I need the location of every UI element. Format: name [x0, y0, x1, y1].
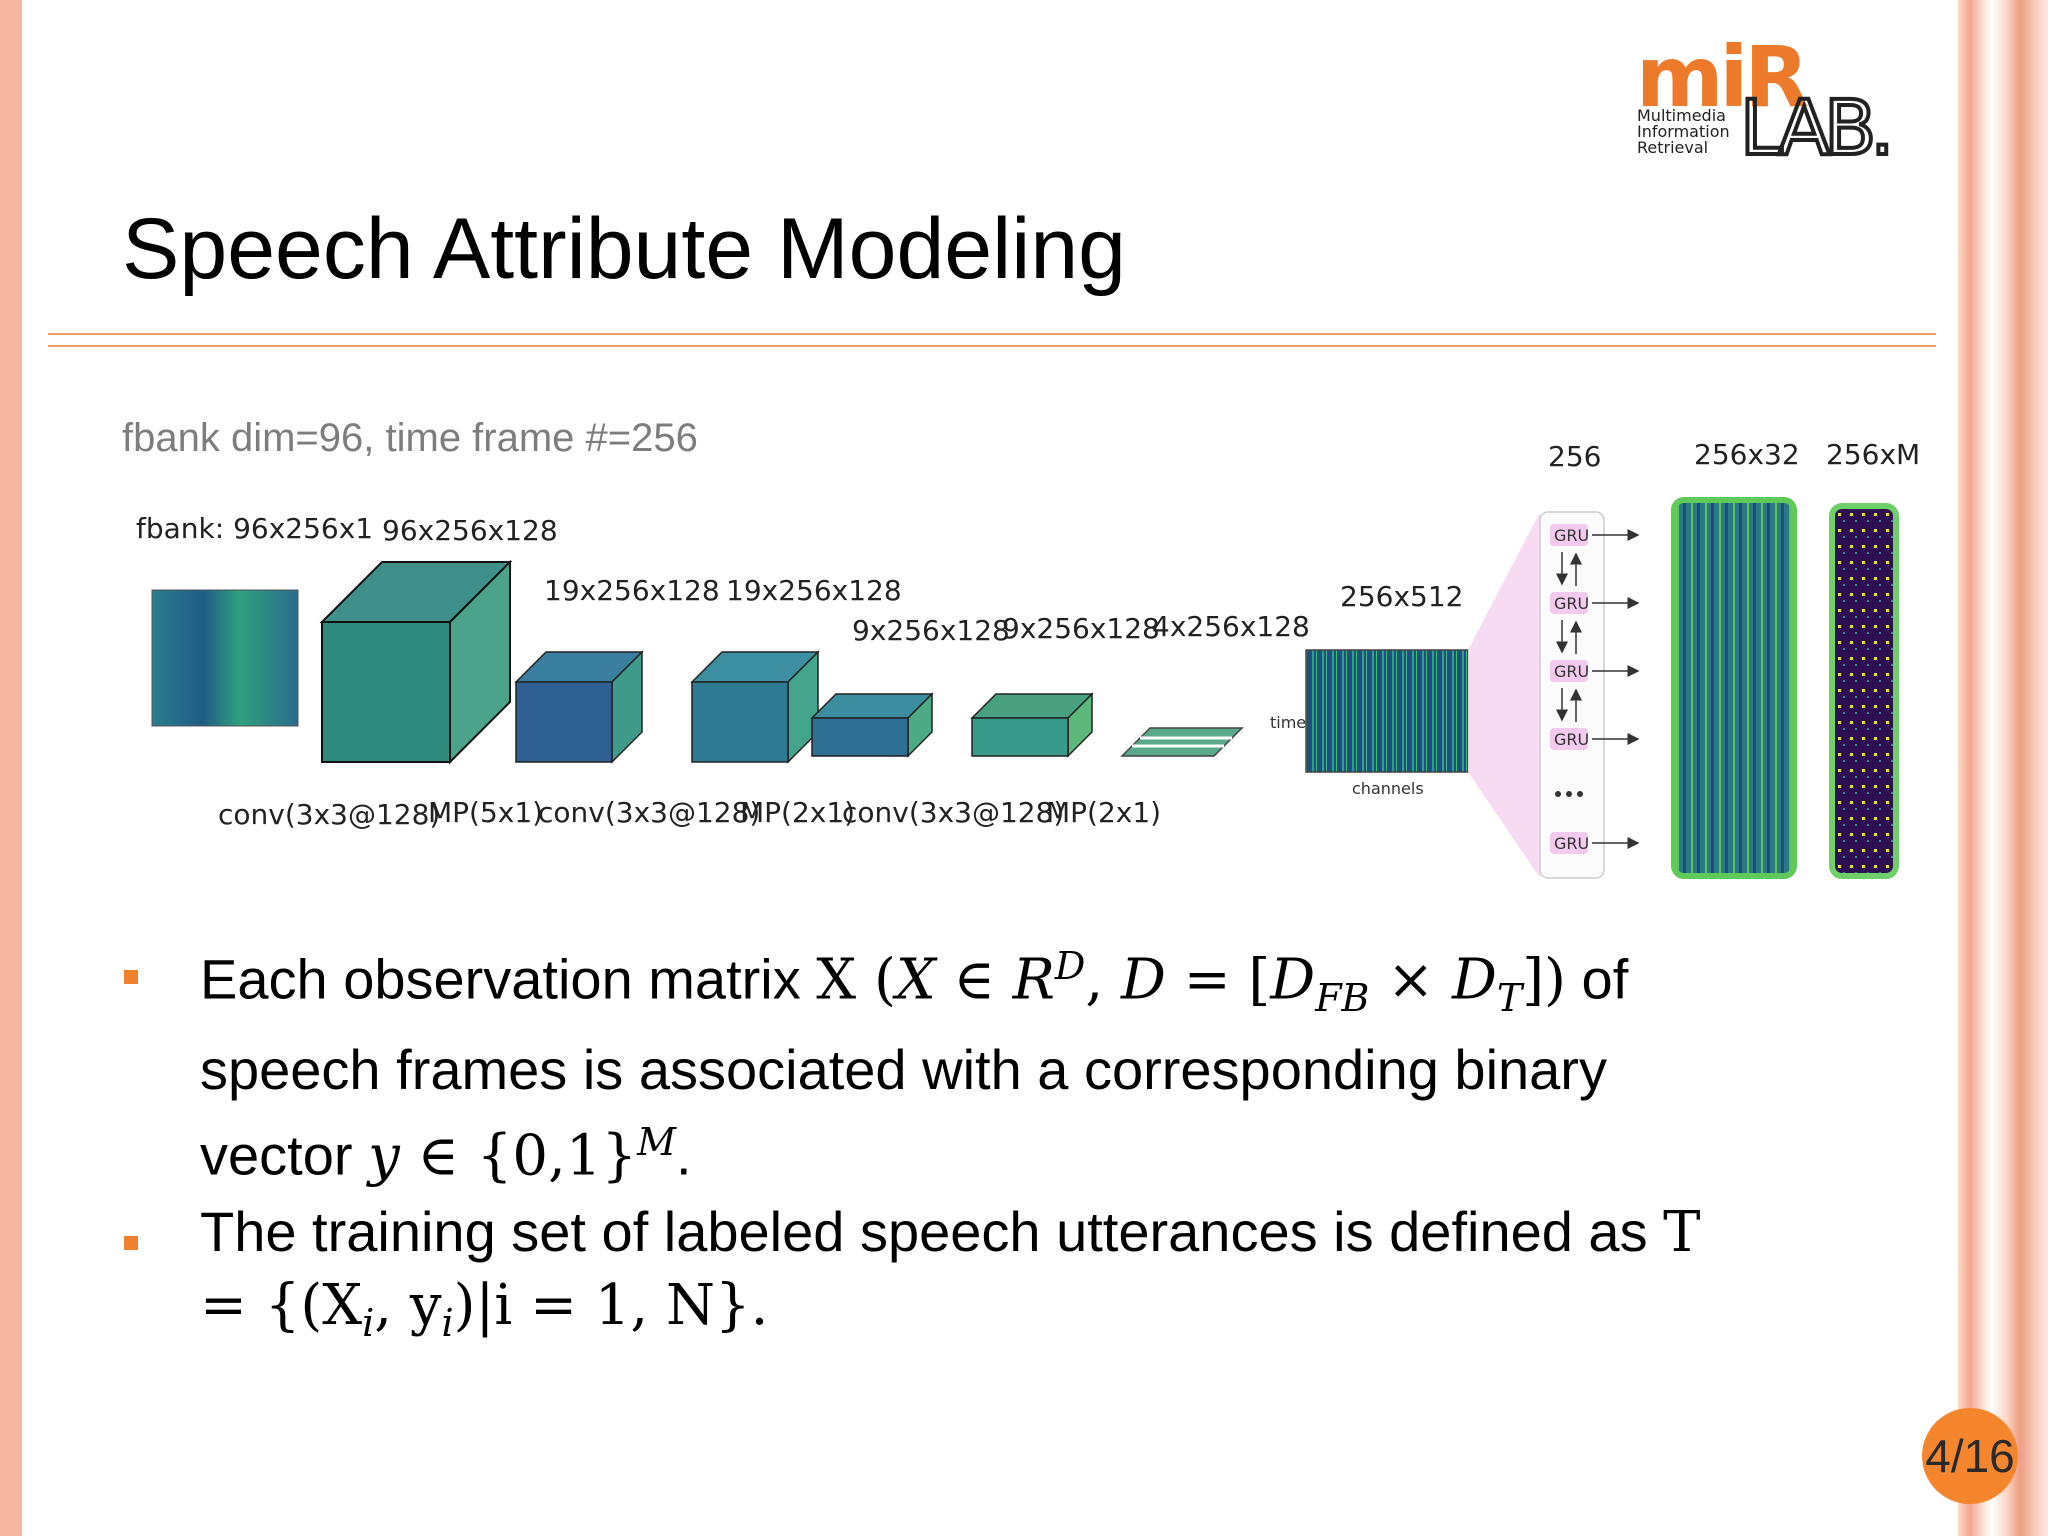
- dim-label-mp2: 9x256x128: [852, 614, 1010, 647]
- conv2-feature-cube: [690, 650, 820, 764]
- b1-R: R: [1012, 947, 1055, 1013]
- b2-text-1: The training set of labeled speech utter…: [200, 1200, 1664, 1263]
- gru-projection-shading: [1468, 512, 1540, 878]
- dim-label-dense: 256x32: [1694, 438, 1800, 471]
- b1-times: ×: [1369, 947, 1453, 1013]
- b1-eq: = [: [1165, 947, 1271, 1013]
- cnn-gru-architecture-diagram: time channels GRU GRU GRU GRU GRU fba: [136, 438, 1920, 879]
- bullet-marker-2: [124, 1236, 138, 1250]
- dim-label-input: fbank: 96x256x1: [136, 512, 373, 545]
- b1-T: T: [1496, 975, 1523, 1020]
- b1-D-sup: D: [1054, 944, 1086, 988]
- conv3-feature-cube: [970, 692, 1094, 758]
- b1-text-1: Each observation matrix: [200, 947, 817, 1011]
- op-label-mp2: MP(2x1): [740, 796, 855, 829]
- page-number-badge: 4/16: [1922, 1408, 2018, 1504]
- b1-M: M: [637, 1119, 677, 1164]
- logo-mir-text: miR: [1636, 32, 1807, 126]
- dense-output-matrix: [1671, 497, 1797, 879]
- right-border-stripes: [1958, 0, 2048, 1536]
- mp3-feature-slab: [1120, 727, 1244, 757]
- mp1-feature-cube: [514, 650, 644, 764]
- logo-line-2: Information: [1637, 122, 1730, 141]
- b1-in2: ∈: [399, 1123, 477, 1189]
- title-divider-bottom: [48, 345, 1936, 347]
- gru-cells: GRU GRU GRU GRU GRU: [1550, 524, 1589, 854]
- gru-label-1: GRU: [1554, 526, 1589, 545]
- input-spectrogram: [151, 589, 299, 727]
- gru-label-4: GRU: [1554, 730, 1589, 749]
- dim-label-reshape: 256x512: [1340, 580, 1463, 613]
- b1-open: (: [856, 947, 896, 1013]
- b1-set: {0,1}: [476, 1123, 638, 1189]
- bullet-training-set: The training set of labeled speech utter…: [200, 1196, 1740, 1359]
- page-title: Speech Attribute Modeling: [122, 201, 1126, 297]
- b1-X: X: [816, 947, 857, 1013]
- left-border: [0, 0, 22, 1536]
- logo-lab-text: LAB.: [1740, 83, 1888, 160]
- mp2-feature-cube: [810, 692, 934, 758]
- title-divider-top: [48, 333, 1936, 335]
- op-label-conv1: conv(3x3@128): [218, 798, 440, 831]
- dim-label-conv1: 96x256x128: [382, 514, 558, 547]
- b1-D: D: [1121, 947, 1166, 1013]
- b2-i1: i: [362, 1301, 375, 1346]
- op-label-conv3: conv(3x3@128): [842, 796, 1064, 829]
- dim-label-mp1: 19x256x128: [544, 574, 720, 607]
- op-label-mp1: MP(5x1): [428, 796, 543, 829]
- b2-i2: i: [441, 1301, 454, 1346]
- gru-arrows: [1556, 529, 1640, 849]
- axis-channels-label: channels: [1352, 779, 1424, 798]
- attribute-output-matrix: [1829, 503, 1899, 879]
- mir-lab-logo: miR LAB. Multimedia Information Retrieva…: [1636, 32, 1896, 160]
- op-label-mp3: MP(2x1): [1046, 796, 1161, 829]
- gru-ellipsis-dots: [1555, 791, 1583, 797]
- reshaped-matrix: [1305, 649, 1469, 773]
- b1-close: ]): [1522, 947, 1566, 1013]
- b1-Xi: X: [895, 947, 936, 1013]
- logo-line-3: Retrieval: [1637, 138, 1708, 157]
- b1-text-2: of speech frames is associated with a co…: [200, 947, 1629, 1187]
- b2-mid: , y: [374, 1273, 442, 1338]
- b1-comma: ,: [1085, 947, 1121, 1013]
- dim-label-conv2: 19x256x128: [726, 574, 902, 607]
- b2-formula: T = {(X: [200, 1200, 1701, 1338]
- dim-label-gru: 256: [1548, 440, 1601, 473]
- dim-label-output: 256xM: [1826, 438, 1920, 471]
- gru-label-3: GRU: [1554, 662, 1589, 681]
- op-label-conv2: conv(3x3@128): [538, 796, 760, 829]
- bullet-marker-1: [124, 970, 138, 984]
- gru-cell-3: [1550, 660, 1588, 682]
- gru-cell-1: [1550, 524, 1588, 546]
- dim-label-mp3: 4x256x128: [1152, 610, 1310, 643]
- logo-line-1: Multimedia: [1637, 106, 1726, 125]
- gru-cell-2: [1550, 592, 1588, 614]
- b1-y: y: [368, 1123, 400, 1189]
- b1-in1: ∈: [935, 947, 1013, 1013]
- dim-label-conv3: 9x256x128: [1002, 612, 1160, 645]
- gru-label-2: GRU: [1554, 594, 1589, 613]
- diagram-caption: fbank dim=96, time frame #=256: [122, 416, 698, 460]
- b1-D1: D: [1270, 947, 1316, 1013]
- gru-label-5: GRU: [1554, 834, 1589, 853]
- b1-FB: FB: [1315, 975, 1370, 1020]
- b2-tail: )|i = 1, N}.: [453, 1273, 769, 1338]
- conv1-feature-cube: [319, 559, 513, 765]
- axis-time-label: time: [1270, 713, 1306, 732]
- bullet-observation-matrix: Each observation matrix X (X ∈ RD, D = […: [200, 930, 1740, 1193]
- gru-cell-4: [1550, 728, 1588, 750]
- b1-end: .: [676, 1123, 692, 1187]
- gru-column: [1539, 511, 1605, 879]
- b1-D2: D: [1452, 947, 1497, 1013]
- gru-cell-5: [1550, 832, 1588, 854]
